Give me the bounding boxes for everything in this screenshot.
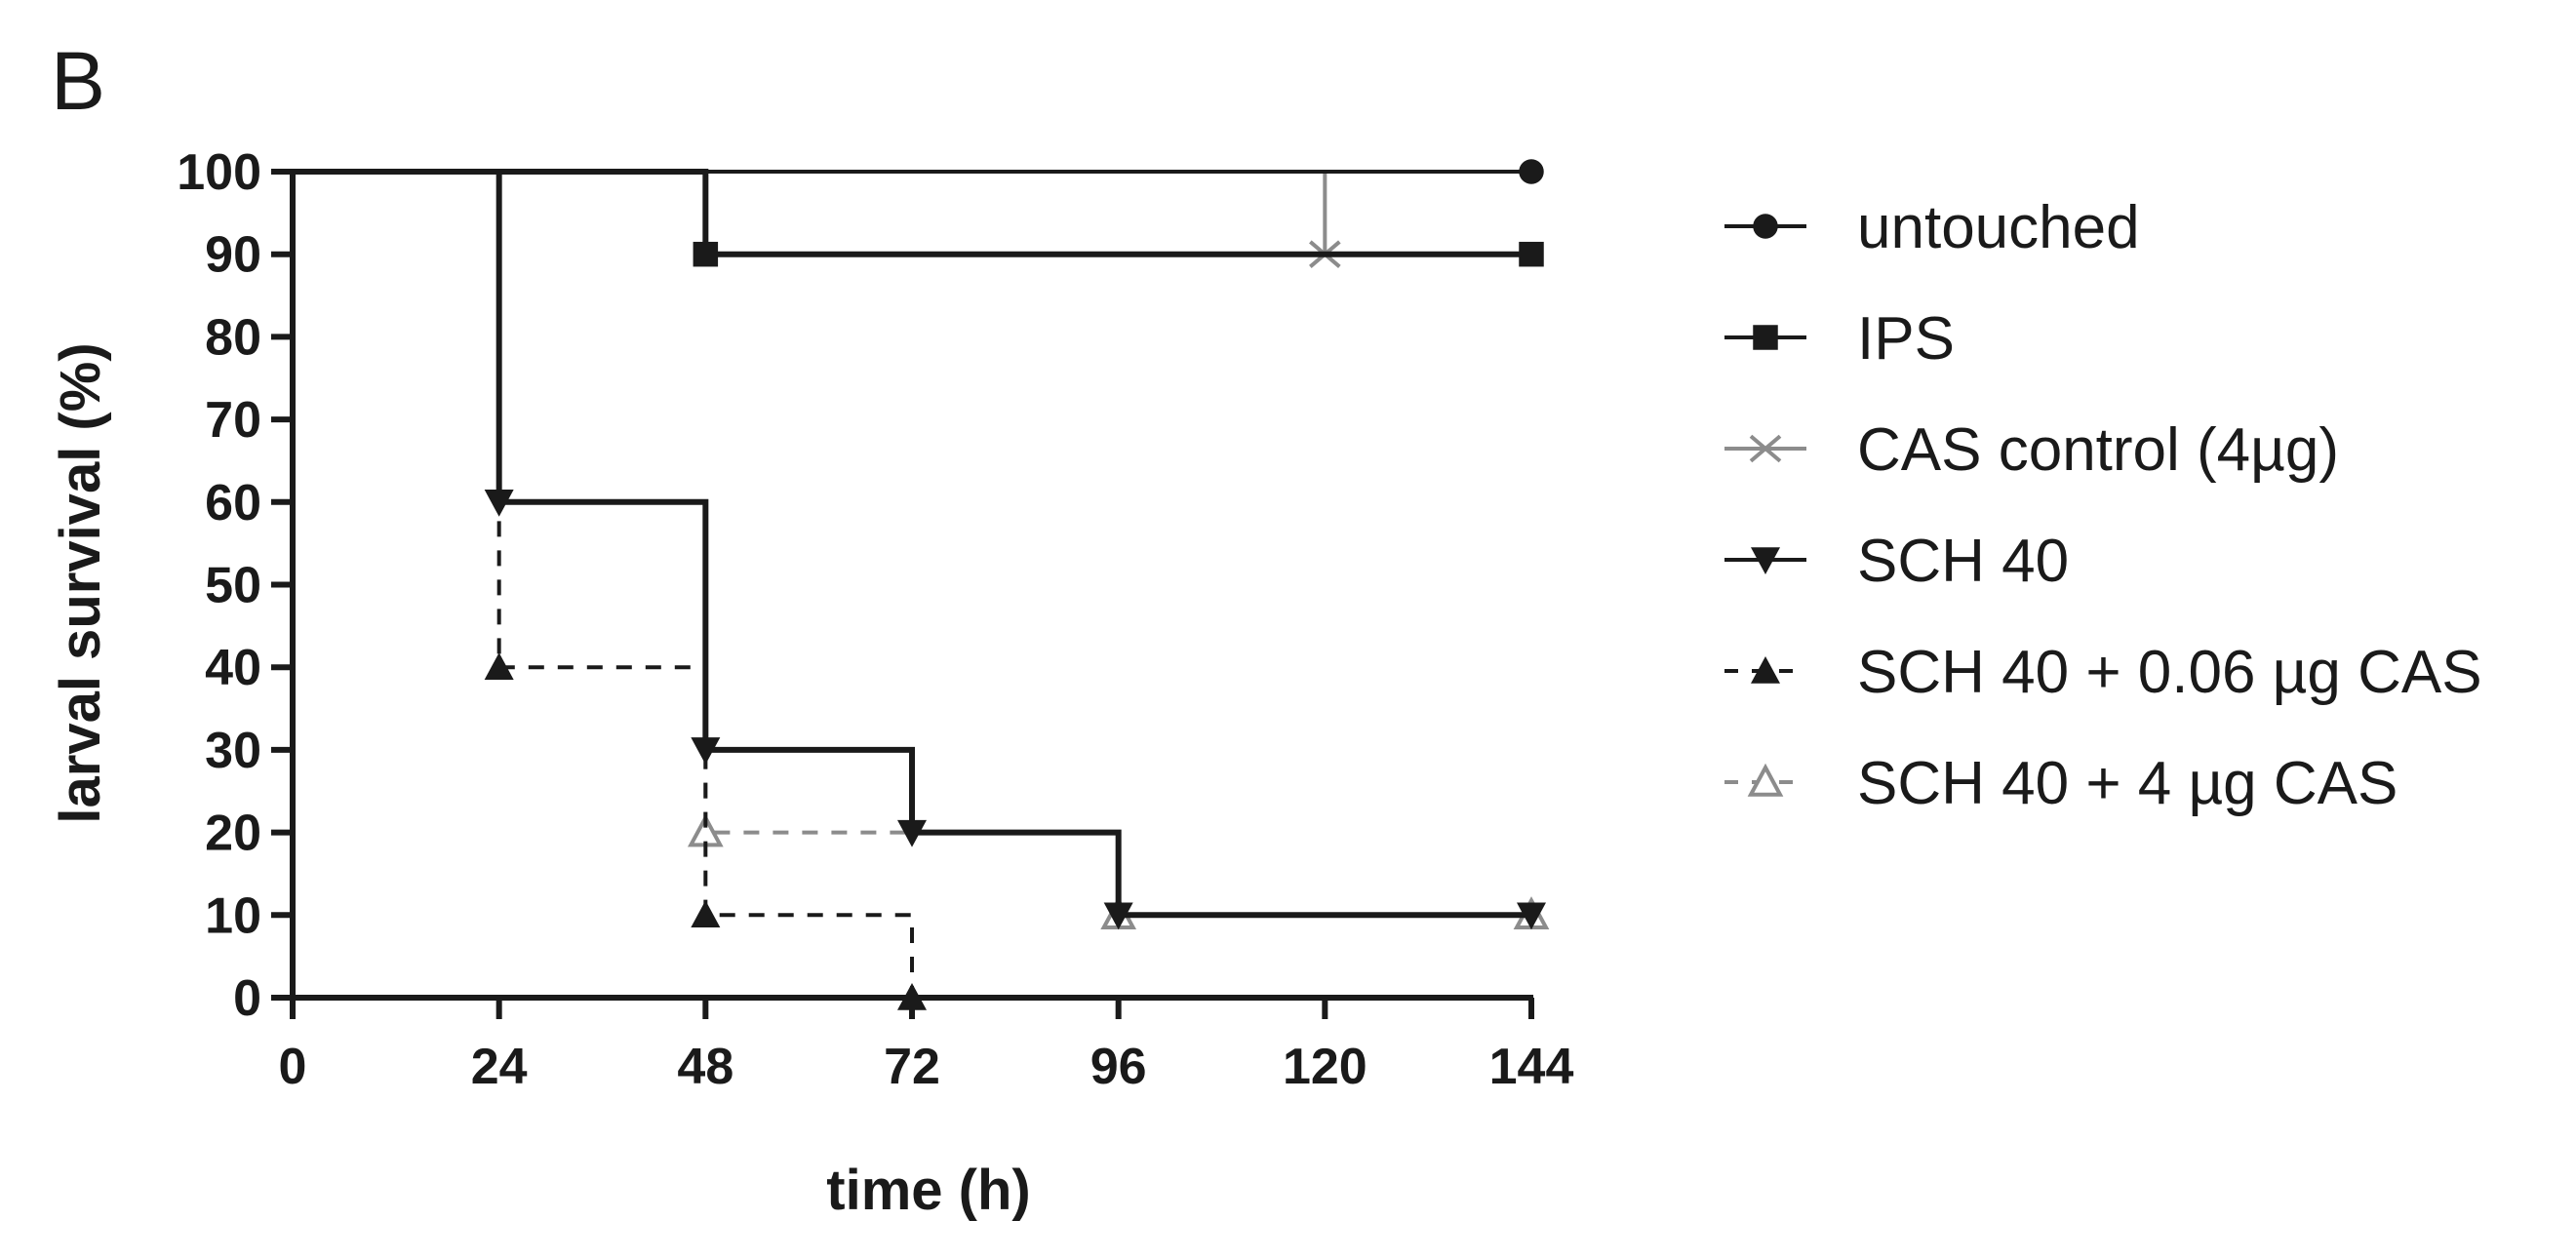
data-point xyxy=(484,652,514,680)
y-tick-label: 100 xyxy=(177,144,261,201)
y-tick-label: 30 xyxy=(205,723,261,779)
x-tick-label: 0 xyxy=(279,1039,307,1095)
data-point xyxy=(691,900,721,928)
series-4 xyxy=(293,169,1546,930)
x-axis-title: time (h) xyxy=(826,1159,1030,1222)
panel-label: B xyxy=(51,35,105,127)
x-tick-label: 120 xyxy=(1283,1039,1367,1095)
legend-item-3: CAS control (4µg) xyxy=(1724,416,2339,484)
series-line xyxy=(293,170,914,998)
legend-marker xyxy=(1749,434,1782,463)
series-line xyxy=(293,169,1531,257)
axes: 0 10 20 30 40 50 60 70 80 90 100 0 24 48 72 96 120 144 xyxy=(177,144,1573,1095)
y-axis-title: larval survival (%) xyxy=(49,342,112,823)
legend-marker xyxy=(1753,325,1778,350)
x-tick-label: 144 xyxy=(1489,1039,1574,1095)
x-tick-label: 72 xyxy=(884,1039,940,1095)
y-tick-label: 80 xyxy=(205,309,261,366)
legend-marker xyxy=(1751,656,1780,684)
legend-label: untouched xyxy=(1857,194,2140,261)
legend-label: IPS xyxy=(1857,305,1955,373)
y-tick-label: 0 xyxy=(233,970,261,1027)
series-line xyxy=(293,170,1531,256)
y-tick-label: 10 xyxy=(205,887,261,944)
legend: untouched IPS CAS control (4µg) SCH 40 SCH 4… xyxy=(1724,194,2482,817)
plot-area xyxy=(293,159,1550,1010)
series-line xyxy=(293,169,1531,919)
data-point xyxy=(691,737,721,765)
data-point xyxy=(1519,159,1544,184)
data-point xyxy=(484,490,514,517)
data-point xyxy=(693,241,719,267)
data-point xyxy=(1517,902,1546,930)
legend-label: SCH 40 + 0.06 µg CAS xyxy=(1857,639,2482,706)
x-tick-label: 48 xyxy=(677,1039,733,1095)
y-tick-label: 40 xyxy=(205,640,261,696)
legend-marker xyxy=(1747,763,1784,797)
y-tick-label: 20 xyxy=(205,806,261,862)
legend-item-1: untouched xyxy=(1724,194,2140,261)
series-5 xyxy=(293,170,927,1010)
data-point xyxy=(1519,241,1544,267)
series-2 xyxy=(293,169,1544,267)
legend-item-6: SCH 40 + 4 µg CAS xyxy=(1724,750,2398,817)
legend-item-4: SCH 40 xyxy=(1724,528,2069,595)
x-tick-label: 96 xyxy=(1090,1039,1147,1095)
y-tick-label: 50 xyxy=(205,558,261,614)
legend-item-5: SCH 40 + 0.06 µg CAS xyxy=(1724,639,2482,706)
y-tick-label: 60 xyxy=(205,475,261,532)
x-tick-label: 24 xyxy=(471,1039,528,1095)
y-tick-label: 90 xyxy=(205,227,261,284)
y-tick-label: 70 xyxy=(205,392,261,449)
legend-marker xyxy=(1753,214,1778,239)
legend-marker xyxy=(1751,547,1780,574)
legend-label: SCH 40 xyxy=(1857,528,2069,595)
legend-item-2: IPS xyxy=(1724,305,1955,373)
data-point xyxy=(1103,902,1133,930)
legend-label: SCH 40 + 4 µg CAS xyxy=(1857,750,2398,817)
data-point xyxy=(897,819,927,847)
legend-label: CAS control (4µg) xyxy=(1857,416,2339,484)
series-6 xyxy=(293,170,1550,930)
